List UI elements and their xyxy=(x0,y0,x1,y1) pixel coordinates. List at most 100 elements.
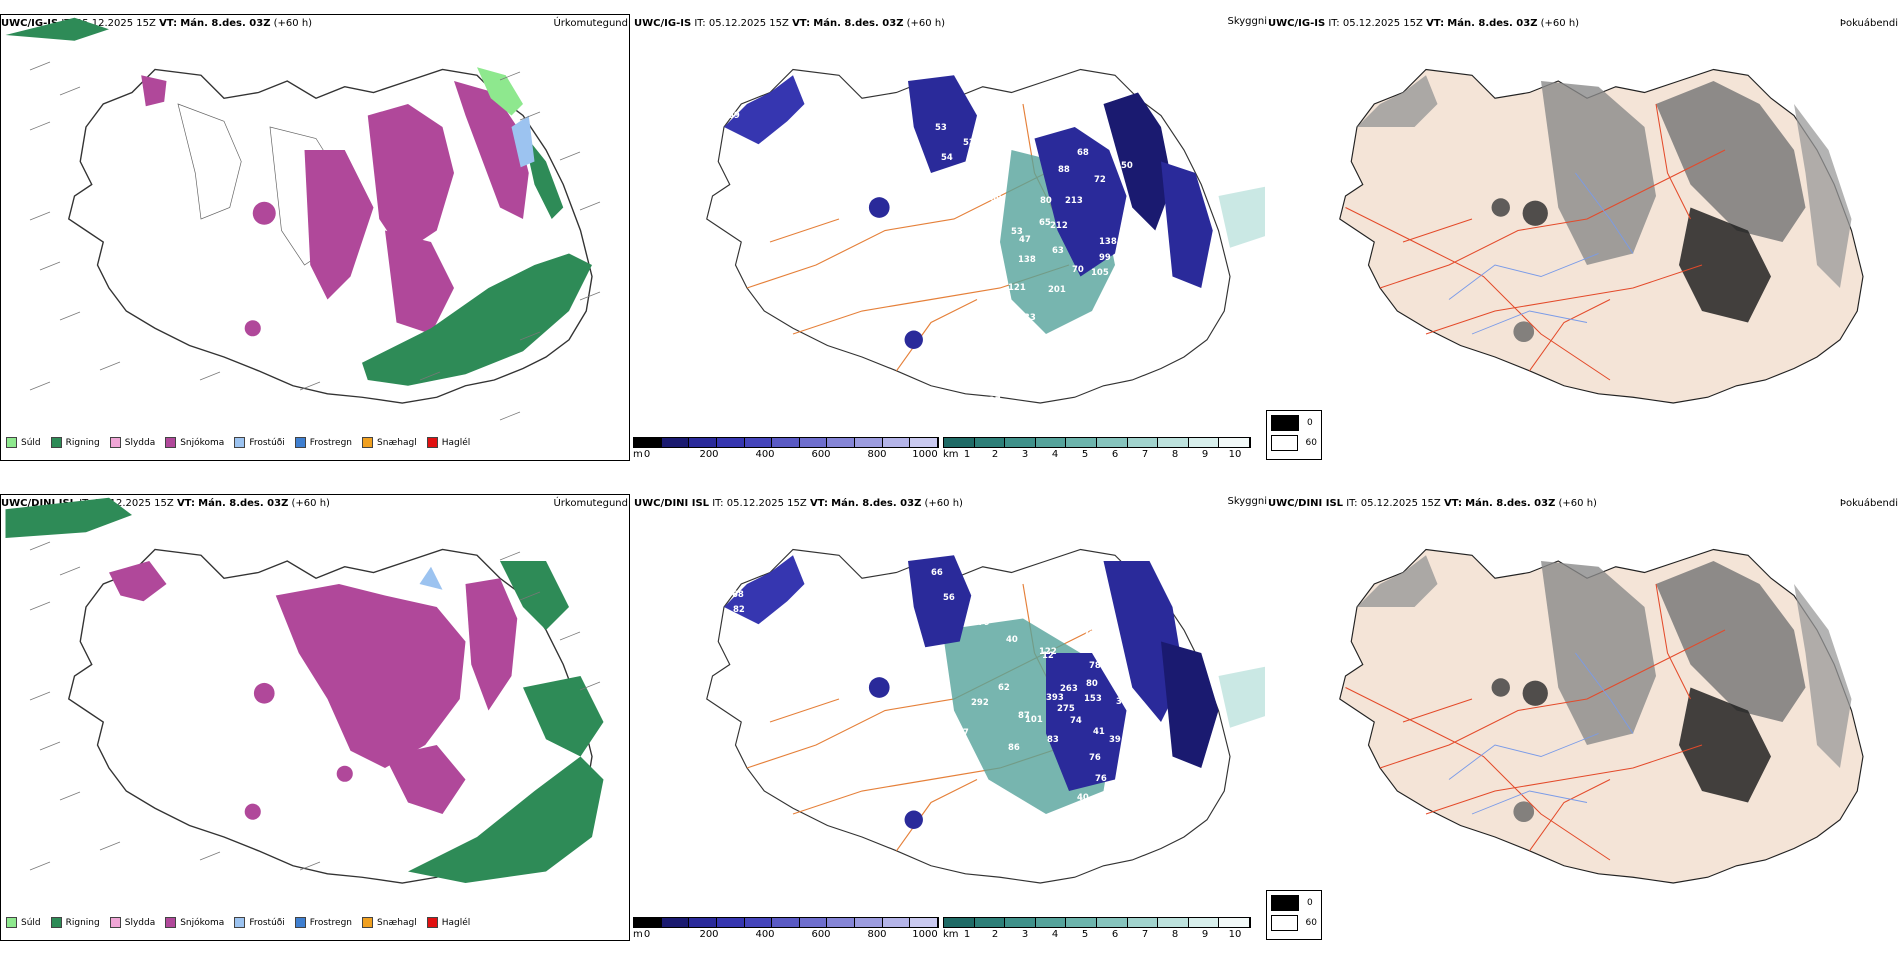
station-label: 49 xyxy=(973,131,985,141)
visibility-panel: UWC/IG-IS IT: 05.12.2025 15Z VT: Mán. 8.… xyxy=(633,0,1267,475)
panel-frame xyxy=(0,14,630,461)
station-label: 57 xyxy=(1046,593,1058,603)
vt-label: VT: xyxy=(159,18,178,29)
snow-area xyxy=(252,201,276,225)
height-colorbar-swatches xyxy=(633,437,939,448)
valid-time: Mán. 8.des. 03Z xyxy=(1447,18,1538,29)
legend-item-freezing-rain: Frostregn xyxy=(294,437,352,448)
it-label: IT: xyxy=(1328,18,1340,29)
roads xyxy=(746,583,1093,852)
station-label: 78 xyxy=(1083,630,1095,640)
height-colorbar: m 0 200 400 600 800 1000 xyxy=(633,917,939,941)
station-label: 86 xyxy=(1074,111,1086,121)
precip-type-panel: UWC/IG-IS IT: 05.12.2025 15Z VT: Mán. 8.… xyxy=(0,0,632,475)
station-label: 53 xyxy=(1011,227,1023,237)
station-label: 69 xyxy=(990,194,1002,204)
roads xyxy=(1345,583,1726,861)
station-label: 263 xyxy=(1060,684,1078,694)
station-label: 41 xyxy=(1093,727,1105,737)
valid-time: Mán. 8.des. 03Z xyxy=(813,18,904,29)
snow-area xyxy=(109,561,167,602)
it-label: IT: xyxy=(712,498,724,509)
station-label: 68 xyxy=(732,590,744,600)
station-label: 66 xyxy=(931,568,943,578)
snow-area xyxy=(367,104,454,254)
fog-legend: 0 60 xyxy=(1266,890,1322,940)
legend-item-freezing-drizzle: Frostúði xyxy=(234,917,285,928)
legend-item-snow: Snjókoma xyxy=(165,437,224,448)
legend-item-hail: Haglél xyxy=(426,437,470,448)
legend-item-drizzle: Súld xyxy=(6,437,41,448)
rivers xyxy=(1448,652,1634,815)
panel-frame xyxy=(0,494,630,941)
valid-time: Mán. 8.des. 03Z xyxy=(1465,498,1556,509)
precip-legend: Súld Rigning Slydda Snjókoma Frostúði Fr… xyxy=(6,917,470,928)
station-label: 69 xyxy=(728,111,740,121)
station-label: 72 xyxy=(955,371,967,381)
it-label: IT: xyxy=(694,18,706,29)
station-label: 42 xyxy=(953,256,965,266)
rivers xyxy=(1448,172,1634,335)
station-label: 53 xyxy=(935,123,947,133)
model-name: UWC/DINI ISL xyxy=(634,498,710,509)
visibility-colorbar: km 1 2 3 4 5 6 7 8 9 10 xyxy=(943,437,1251,461)
panel-header: UWC/DINI ISL IT: 05.12.2025 15Z VT: Mán.… xyxy=(1268,498,1597,509)
precip-type-panel: UWC/DINI ISL IT: 05.12.2025 15Z VT: Mán.… xyxy=(0,480,632,955)
forecast-row-ig-is: UWC/IG-IS IT: 05.12.2025 15Z VT: Mán. 8.… xyxy=(0,0,1900,475)
height-colorbar: m 0 200 400 600 800 1000 xyxy=(633,437,939,461)
lead-time: (+60 h) xyxy=(924,498,963,509)
panel-title: Skyggni xyxy=(1227,496,1267,507)
fog-indicator-panel: UWC/IG-IS IT: 05.12.2025 15Z VT: Mán. 8.… xyxy=(1266,0,1900,475)
roads xyxy=(1345,103,1726,381)
panel-title: Þokuábendi xyxy=(1839,18,1898,29)
station-label: 233 xyxy=(1018,313,1036,323)
station-label: 36 xyxy=(1120,685,1132,695)
station-label: 59 xyxy=(1069,580,1081,590)
lead-time: (+60 h) xyxy=(1558,498,1597,509)
station-label: 38 xyxy=(1003,584,1015,594)
station-label: 79 xyxy=(978,618,990,628)
station-label: 65 xyxy=(738,85,750,95)
station-label: 212 xyxy=(1050,221,1068,231)
station-label: 70 xyxy=(1013,360,1025,370)
legend-item-hail: Haglél xyxy=(426,917,470,928)
visibility-colorbar-ticks: km 1 2 3 4 5 6 7 8 9 10 xyxy=(943,449,1242,460)
station-label: 64 xyxy=(993,103,1005,113)
snow-area xyxy=(336,765,353,782)
visibility-map: 65 69 61 53 54 55 52 46 49 59 69 64 127 134 113 86 88 68 7… xyxy=(706,68,1265,406)
station-label: 80 xyxy=(1074,640,1086,650)
station-label: 72 xyxy=(1094,175,1106,185)
panel-title: Úrkomutegund xyxy=(553,498,628,509)
lead-time: (+60 h) xyxy=(273,18,313,29)
station-label: 12 xyxy=(1042,651,1054,661)
station-label: 82 xyxy=(733,605,745,615)
fog-legend: 0 60 xyxy=(1266,410,1322,460)
station-label: 80 xyxy=(1086,679,1098,689)
legend-item-snow-pellets: Snæhagl xyxy=(362,437,417,448)
station-label: 40 xyxy=(1077,793,1089,803)
station-label: 70 xyxy=(1072,265,1084,275)
model-name: UWC/IG-IS xyxy=(1268,18,1326,29)
station-labels: 100 5768821406656389277575912162807812278… xyxy=(725,561,1132,863)
station-label: 201 xyxy=(1048,285,1066,295)
snow-area xyxy=(304,150,374,300)
station-label: 68 xyxy=(933,250,945,260)
precip-type-map xyxy=(5,497,604,884)
valid-time: Mán. 8.des. 03Z xyxy=(198,498,289,509)
station-label: 100 xyxy=(725,561,743,571)
station-label: 292 xyxy=(971,698,989,708)
model-name: UWC/DINI ISL xyxy=(1,498,77,509)
station-label: 83 xyxy=(1047,735,1059,745)
station-labels: 65 69 61 53 54 55 52 46 49 59 69 64 127 134 113 86 88 68 7… xyxy=(723,85,1133,406)
station-label: 52 xyxy=(963,138,975,148)
visibility-panel: UWC/DINI ISL IT: 05.12.2025 15Z VT: Mán.… xyxy=(633,480,1267,955)
station-label: 86 xyxy=(1008,743,1020,753)
rain-area xyxy=(523,676,604,757)
legend-item-freezing-rain: Frostregn xyxy=(294,917,352,928)
initial-time: 05.12.2025 15Z xyxy=(708,18,789,29)
station-label: 62 xyxy=(1065,625,1077,635)
station-label: 47 xyxy=(1019,235,1031,245)
station-label: 57 xyxy=(755,563,767,573)
snow-area xyxy=(385,745,466,814)
initial-time: 05.12.2025 15Z xyxy=(726,498,807,509)
